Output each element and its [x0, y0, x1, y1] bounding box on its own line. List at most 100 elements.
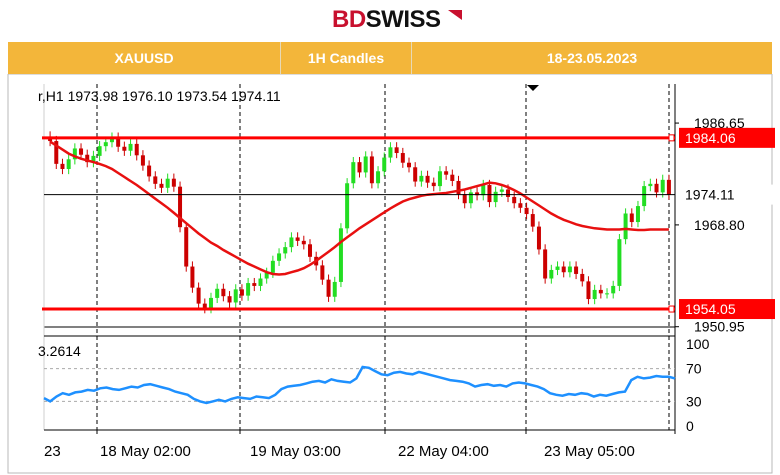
bull-candle: [481, 184, 486, 196]
bull-candle: [437, 171, 442, 187]
bear-candle: [574, 266, 579, 274]
header-divider: [280, 42, 281, 74]
bear-candle: [153, 176, 158, 184]
bear-candle: [518, 203, 523, 208]
brand-wordmark: BDSWISS: [332, 6, 441, 34]
bull-candle: [351, 162, 356, 184]
bull-candle: [363, 156, 368, 173]
bull-candle: [109, 137, 114, 143]
level-label: 1954.05: [685, 301, 736, 317]
bear-candle: [147, 165, 152, 177]
rsi-tick-label: 30: [686, 393, 702, 409]
chart-frame: [7, 74, 773, 474]
bull-candle: [660, 179, 665, 193]
bear-candle: [326, 279, 331, 297]
bear-candle: [654, 183, 659, 193]
header-bar: XAUUSD 1H Candles 18-23.05.2023: [8, 42, 772, 74]
brand-bd: BD: [332, 6, 366, 33]
bear-candle: [60, 163, 65, 169]
bull-candle: [289, 237, 294, 248]
bear-candle: [512, 196, 517, 204]
rsi-line: [43, 365, 676, 405]
bear-candle: [221, 288, 226, 297]
x-tick-label: 22 May 04:00: [398, 443, 489, 460]
bull-candle: [332, 281, 337, 297]
brand-swiss: SWISS: [365, 6, 441, 33]
period-marker-icon: [527, 85, 539, 91]
brand-logo: BDSWISS: [0, 0, 780, 40]
x-tick-label: 23: [44, 443, 61, 460]
current-price-label: 1974.11: [685, 187, 735, 203]
bull-candle: [499, 189, 504, 192]
bull-candle: [208, 297, 213, 309]
bull-candle: [642, 186, 647, 207]
bear-candle: [252, 283, 257, 286]
bear-candle: [54, 141, 59, 164]
bear-candle: [239, 289, 244, 296]
bear-candle: [190, 266, 195, 288]
symbol-label: XAUUSD: [114, 50, 174, 66]
bull-candle: [635, 206, 640, 223]
rsi-info-text: 3.2614: [38, 343, 81, 359]
level-tag: [679, 299, 775, 320]
bear-candle: [506, 189, 511, 197]
bull-candle: [270, 260, 275, 273]
bull-candle: [128, 143, 133, 151]
bear-candle: [487, 184, 492, 203]
bull-candle: [605, 293, 610, 295]
bull-candle: [419, 175, 424, 182]
rsi-tick-label: 100: [686, 336, 710, 352]
x-tick-label: 18 May 02:00: [100, 443, 191, 460]
bull-candle: [91, 155, 96, 163]
bear-candle: [629, 213, 634, 223]
bear-candle: [307, 244, 312, 257]
bull-candle: [382, 157, 387, 172]
price-tick-label: 1950.95: [694, 319, 745, 335]
bear-candle: [425, 175, 430, 183]
bear-candle: [357, 162, 362, 173]
bear-candle: [450, 174, 455, 181]
level-label: 1984.06: [685, 130, 736, 146]
bear-candle: [159, 183, 164, 188]
timeframe-label: 1H Candles: [307, 50, 385, 66]
bull-candle: [345, 183, 350, 229]
bear-candle: [524, 207, 529, 215]
bear-candle: [227, 296, 232, 303]
moving-average-line: [49, 140, 669, 276]
bear-candle: [85, 154, 90, 163]
bull-candle: [567, 266, 572, 273]
bear-candle: [184, 227, 189, 267]
bear-candle: [122, 146, 127, 151]
bull-candle: [623, 213, 628, 240]
level-tag: [679, 127, 775, 148]
bull-candle: [233, 289, 238, 303]
bull-candle: [246, 283, 251, 296]
date-range-label: 18-23.05.2023: [546, 50, 638, 66]
bull-candle: [549, 269, 554, 279]
bull-candle: [468, 192, 473, 204]
bear-candle: [295, 237, 300, 241]
bear-candle: [171, 178, 176, 187]
bear-candle: [598, 289, 603, 294]
rsi-tick-label: 70: [686, 361, 702, 377]
level-handle-icon: [668, 305, 675, 313]
bear-candle: [444, 171, 449, 175]
bear-candle: [134, 143, 139, 156]
bull-candle: [103, 142, 108, 147]
bear-candle: [456, 180, 461, 195]
bull-candle: [388, 147, 393, 158]
bear-candle: [140, 155, 145, 166]
current-price-tag: [679, 184, 775, 205]
bear-candle: [536, 226, 541, 250]
bear-candle: [202, 303, 207, 309]
bear-candle: [369, 156, 374, 184]
level-handle-icon: [668, 134, 675, 142]
chart-info-text: r,H1 1973.98 1976.10 1973.54 1974.11: [38, 88, 281, 104]
bull-candle: [376, 171, 381, 184]
bull-candle: [97, 146, 102, 156]
bear-candle: [320, 265, 325, 280]
x-tick-label: 23 May 05:00: [544, 443, 635, 460]
bull-candle: [493, 191, 498, 203]
bear-candle: [561, 266, 566, 273]
bear-candle: [413, 167, 418, 182]
